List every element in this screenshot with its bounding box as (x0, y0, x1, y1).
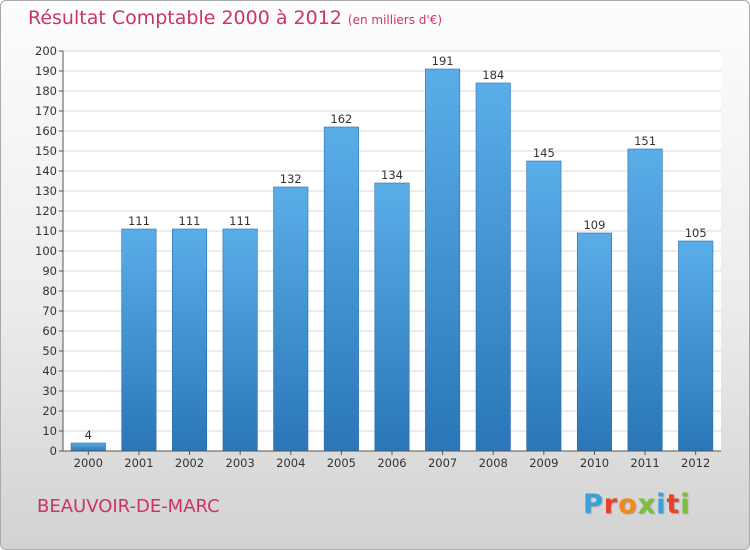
bar-2001 (121, 228, 157, 452)
x-tick-label-2001: 2001 (124, 456, 153, 470)
y-tick-label: 100 (35, 244, 57, 258)
y-tick-label: 40 (42, 364, 57, 378)
x-tick-label-2005: 2005 (327, 456, 356, 470)
x-tick-label-2007: 2007 (428, 456, 457, 470)
data-label-2011: 151 (634, 134, 656, 148)
data-label-2000: 4 (85, 428, 92, 442)
y-tick-label: 20 (42, 404, 57, 418)
data-label-2005: 162 (330, 112, 352, 126)
bar-2010 (576, 232, 612, 452)
y-tick-label: 200 (35, 44, 57, 58)
y-tick-label: 180 (35, 84, 57, 98)
logo-letter: t (666, 489, 681, 520)
logo-letter: o (618, 489, 638, 520)
commune-name: BEAUVOIR-DE-MARC (37, 496, 220, 517)
y-tick-label: 30 (42, 384, 57, 398)
y-tick-label: 50 (42, 344, 57, 358)
y-tick-label: 90 (42, 264, 57, 278)
y-tick-label: 190 (35, 64, 57, 78)
data-label-2008: 184 (482, 68, 504, 82)
x-tick-label-2003: 2003 (226, 456, 255, 470)
y-tick-label: 110 (35, 224, 57, 238)
y-tick-label: 0 (50, 444, 57, 458)
x-tick-label-2008: 2008 (479, 456, 508, 470)
logo-letter: r (603, 489, 619, 520)
y-tick-label: 140 (35, 164, 57, 178)
bar-2005 (323, 126, 359, 452)
y-tick-label: 150 (35, 144, 57, 158)
logo-letter: i (656, 489, 667, 520)
y-tick-label: 10 (42, 424, 57, 438)
y-tick-label: 70 (42, 304, 57, 318)
x-tick-label-2006: 2006 (377, 456, 406, 470)
data-label-2002: 111 (179, 214, 201, 228)
chart-title: Résultat Comptable 2000 à 2012 (en millie… (28, 7, 442, 29)
data-label-2003: 111 (229, 214, 251, 228)
y-tick-label: 120 (35, 204, 57, 218)
bar-2003 (222, 228, 258, 452)
bar-2008 (475, 82, 511, 452)
bar-2002 (172, 228, 208, 452)
x-tick-label-2012: 2012 (681, 456, 710, 470)
y-tick-label: 80 (42, 284, 57, 298)
proxiti-logo: Proxiti (583, 489, 691, 520)
data-label-2001: 111 (128, 214, 150, 228)
data-label-2004: 132 (280, 172, 302, 186)
logo-letter: i (680, 489, 691, 520)
x-tick-label-2010: 2010 (580, 456, 609, 470)
x-tick-label-2011: 2011 (630, 456, 659, 470)
data-label-2007: 191 (432, 54, 454, 68)
bar-2012 (678, 240, 714, 452)
chart-subtitle: (en milliers d'€) (347, 13, 443, 27)
x-tick-label-2000: 2000 (74, 456, 103, 470)
x-tick-label-2004: 2004 (276, 456, 305, 470)
y-tick-label: 60 (42, 324, 57, 338)
data-label-2006: 134 (381, 168, 403, 182)
title-text: Résultat Comptable 2000 à 2012 (28, 7, 342, 29)
y-tick-label: 130 (35, 184, 57, 198)
y-tick-label: 170 (35, 104, 57, 118)
x-tick-label-2002: 2002 (175, 456, 204, 470)
data-label-2012: 105 (685, 226, 707, 240)
x-tick-label-2009: 2009 (529, 456, 558, 470)
logo-letter: x (637, 489, 657, 520)
bar-2011 (627, 148, 663, 452)
bar-2006 (374, 182, 410, 452)
bar-2004 (273, 186, 309, 452)
bar-2000 (70, 442, 106, 452)
bar-2009 (526, 160, 562, 452)
y-tick-label: 160 (35, 124, 57, 138)
data-label-2010: 109 (583, 218, 605, 232)
data-label-2009: 145 (533, 146, 555, 160)
bar-2007 (425, 68, 461, 452)
logo-letter: P (583, 489, 604, 520)
